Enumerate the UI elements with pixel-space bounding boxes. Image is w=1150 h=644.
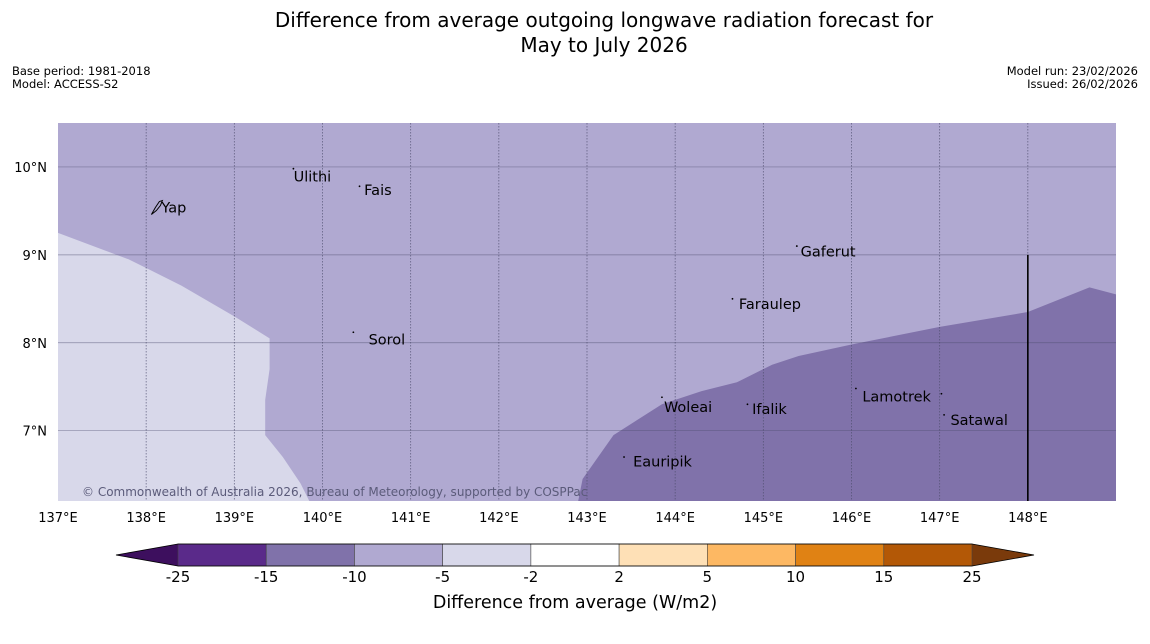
place-label-lamotrek: Lamotrek	[862, 390, 931, 406]
colorbar-bin	[177, 543, 267, 567]
lat-tick-label: 8°N	[23, 337, 48, 352]
base-period: Base period: 1981-2018	[12, 64, 151, 78]
colorbar-over-arrow	[972, 544, 1034, 566]
island-dot	[940, 392, 943, 395]
colorbar-bin	[883, 543, 973, 567]
island-dot	[943, 413, 945, 416]
island-dot	[352, 331, 355, 334]
map-plot-area: Ulithi Fais Yap Gaferut Faraulep Sorol Lamotre…	[58, 123, 1116, 501]
island-dot	[661, 396, 663, 399]
place-label-eauripik: Eauripik	[633, 455, 692, 471]
model-name: Model: ACCESS-S2	[12, 77, 119, 91]
colorbar-bin	[354, 543, 443, 567]
colorbar-tick-label: -5	[435, 568, 451, 586]
meta-left: Base period: 1981-2018 Model: ACCESS-S2	[12, 65, 151, 91]
meta-right: Model run: 23/02/2026 Issued: 26/02/2026	[1007, 65, 1138, 91]
lat-tick-label: 7°N	[23, 425, 48, 440]
lon-tick-label: 137°E	[38, 511, 78, 526]
lon-tick-label: 141°E	[391, 511, 431, 526]
lon-tick-label: 146°E	[832, 511, 872, 526]
colorbar	[115, 543, 1035, 567]
place-label-faraulep: Faraulep	[739, 297, 801, 313]
lon-tick-label: 144°E	[655, 511, 695, 526]
colorbar-bin	[442, 543, 532, 567]
place-label-satawal: Satawal	[950, 413, 1007, 429]
lon-tick-label: 142°E	[479, 511, 519, 526]
colorbar-tick-label: -25	[165, 568, 191, 586]
place-label-yap: Yap	[160, 201, 186, 217]
colorbar-tick-label: 15	[874, 568, 894, 586]
region-light-west	[58, 232, 310, 501]
copyright-text: © Commonwealth of Australia 2026, Bureau…	[82, 485, 587, 499]
colorbar-bin	[530, 543, 620, 567]
colorbar-tick-label: 5	[702, 568, 713, 586]
colorbar-tick-label: -10	[342, 568, 367, 586]
colorbar-under-arrow	[116, 544, 178, 566]
yap-island-shape	[150, 199, 164, 215]
island-dot	[746, 403, 749, 406]
lon-tick-label: 148°E	[1008, 511, 1048, 526]
colorbar-tick-label: 2	[614, 568, 624, 586]
colorbar-outline	[115, 543, 1035, 567]
lon-tick-label: 143°E	[567, 511, 607, 526]
island-dot	[855, 387, 857, 390]
issued-date: Issued: 26/02/2026	[1027, 77, 1138, 91]
island-dot	[292, 167, 295, 170]
colorbar-bin	[795, 543, 885, 567]
colorbar-bin	[265, 543, 355, 567]
lon-tick-label: 147°E	[920, 511, 960, 526]
lat-tick-label: 9°N	[23, 249, 48, 264]
colorbar-tick-label: -15	[253, 568, 279, 586]
place-label-ifalik: Ifalik	[752, 402, 787, 418]
map-title: Difference from average outgoing longwav…	[0, 8, 1150, 58]
lon-tick-label: 138°E	[126, 511, 166, 526]
island-dot	[795, 245, 798, 247]
lat-tick-label: 10°N	[14, 161, 47, 176]
region-dark-southeast	[578, 287, 1116, 501]
colorbar-tick-label: 10	[786, 568, 806, 586]
place-label-gaferut: Gaferut	[801, 244, 856, 260]
lon-tick-label: 139°E	[215, 511, 255, 526]
lon-tick-label: 145°E	[744, 511, 784, 526]
island-dot	[623, 456, 625, 458]
colorbar-tick-label: -2	[523, 568, 539, 586]
model-run: Model run: 23/02/2026	[1006, 64, 1138, 78]
island-dot	[358, 185, 361, 188]
place-label-fais: Fais	[364, 183, 391, 199]
colorbar-title: Difference from average (W/m2)	[432, 593, 718, 613]
title-line-2: May to July 2026	[520, 33, 688, 57]
colorbar-tick-label: 25	[962, 568, 982, 586]
colorbar-bin	[707, 543, 796, 567]
island-dot	[731, 297, 734, 300]
lon-tick-label: 140°E	[303, 511, 343, 526]
place-label-sorol: Sorol	[369, 332, 406, 348]
place-label-woleai: Woleai	[664, 400, 712, 416]
title-line-1: Difference from average outgoing longwav…	[274, 8, 934, 32]
place-label-ulithi: Ulithi	[294, 170, 332, 186]
colorbar-bin	[618, 543, 708, 567]
